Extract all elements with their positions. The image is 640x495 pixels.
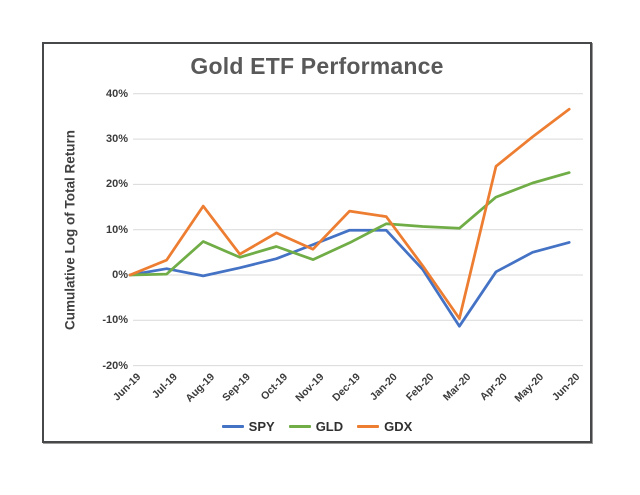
plot-area	[128, 93, 583, 367]
gdx-line-swatch-icon	[357, 425, 380, 428]
legend-item-gdx: GDX	[357, 419, 412, 434]
chart-legend: SPY GLD GDX	[44, 419, 590, 434]
legend-item-gld: GLD	[288, 419, 344, 434]
gld-line-swatch-icon	[288, 425, 311, 428]
legend-item-spy: SPY	[221, 419, 275, 434]
spy-line-swatch-icon	[221, 425, 244, 428]
legend-label-gdx: GDX	[384, 419, 413, 434]
y-tick-label--20%: -20%	[102, 359, 128, 372]
gld-series-line	[128, 171, 571, 277]
y-tick-label-30%: 30%	[105, 133, 128, 146]
chart-title: Gold ETF Performance	[190, 53, 444, 79]
spy-series-line	[128, 228, 571, 328]
chart-frame: Gold ETF Performance 40% 30% 20% 10% 0% -10% -…	[42, 42, 592, 443]
y-tick-label-40%: 40%	[105, 87, 128, 100]
legend-label-gld: GLD	[315, 419, 344, 434]
y-tick-label-10%: 10%	[105, 223, 128, 236]
legend-label-spy: SPY	[248, 419, 275, 434]
y-axis-title: Cumulative Log of Total Return	[62, 130, 78, 330]
y-tick-label--10%: -10%	[102, 314, 128, 327]
y-tick-label-20%: 20%	[105, 178, 128, 191]
gdx-series-line	[128, 107, 571, 320]
y-tick-label-0%: 0%	[112, 269, 128, 281]
